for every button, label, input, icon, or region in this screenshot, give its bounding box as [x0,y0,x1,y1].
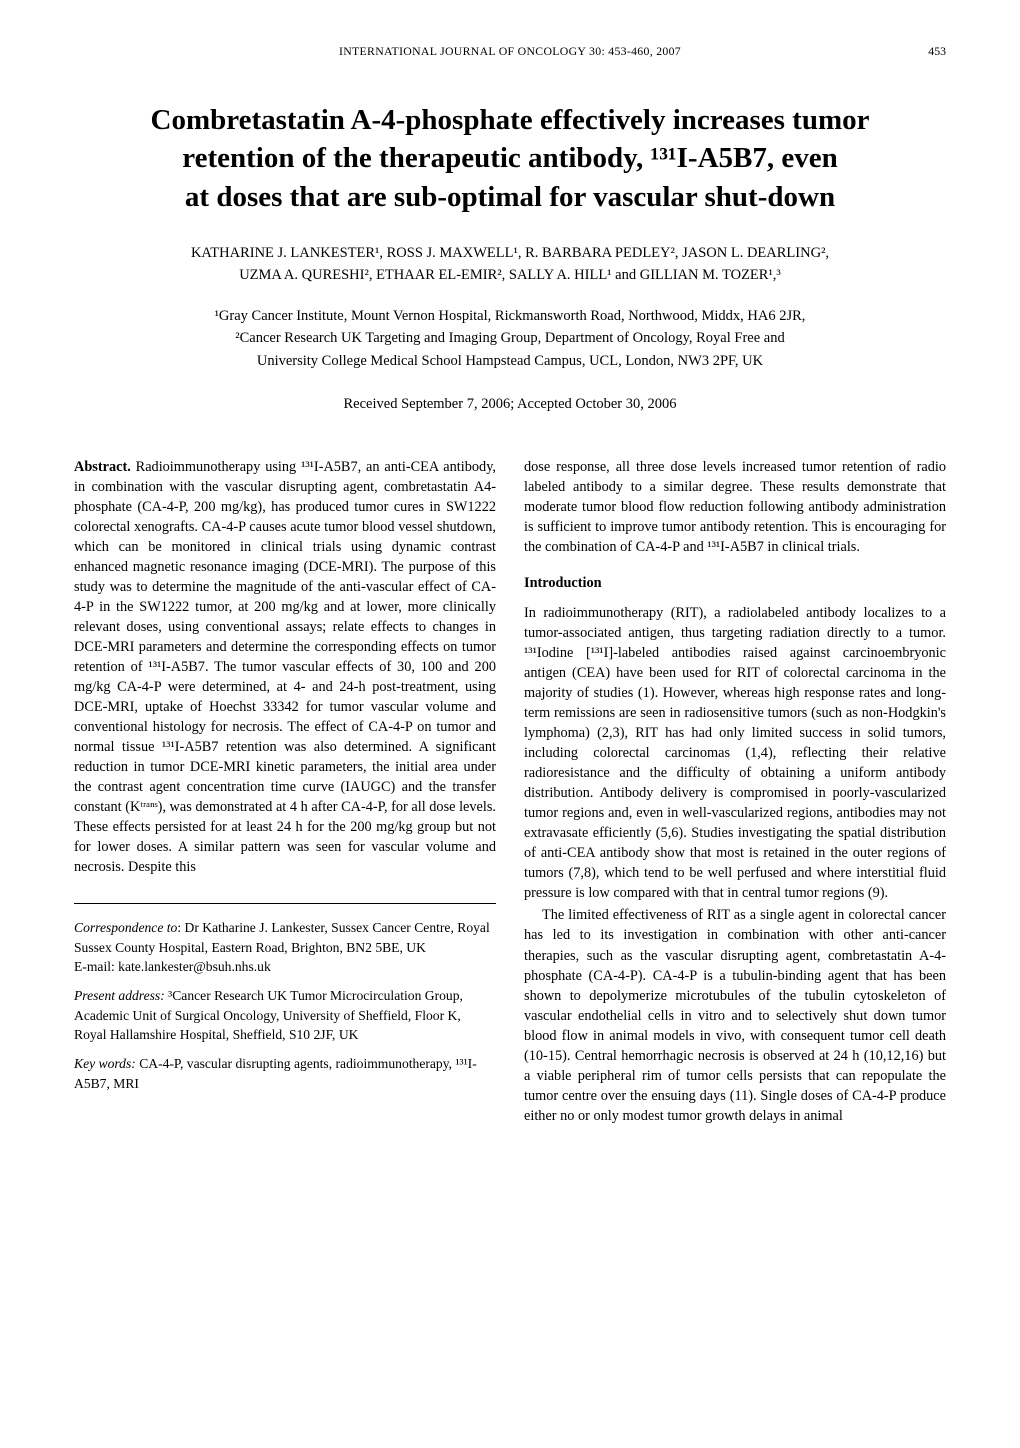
correspondence-label: Correspondence to [74,920,177,935]
page-number: 453 [928,44,946,59]
introduction-heading: Introduction [524,573,946,593]
correspondence: Correspondence to: Dr Katharine J. Lanke… [74,918,496,976]
abstract-continued: dose response, all three dose levels inc… [524,457,946,557]
article-dates: Received September 7, 2006; Accepted Oct… [74,396,946,413]
authors-line-2: UZMA A. QURESHI², ETHAAR EL-EMIR², SALLY… [74,264,946,286]
present-address: Present address: ³Cancer Research UK Tum… [74,986,496,1044]
title-line-1: Combretastatin A-4-phosphate effectively… [100,101,920,139]
affiliation-1: ¹Gray Cancer Institute, Mount Vernon Hos… [74,305,946,327]
keywords-label: Key words: [74,1056,136,1071]
correspondence-email: E-mail: kate.lankester@bsuh.nhs.uk [74,957,496,976]
title-line-3: at doses that are sub-optimal for vascul… [100,178,920,216]
correspondence-block: Correspondence to: Dr Katharine J. Lanke… [74,918,496,1092]
author-list: KATHARINE J. LANKESTER¹, ROSS J. MAXWELL… [74,242,946,287]
present-address-label: Present address: [74,988,165,1003]
right-column: dose response, all three dose levels inc… [524,457,946,1126]
running-head: INTERNATIONAL JOURNAL OF ONCOLOGY 30: 45… [74,44,946,59]
intro-paragraph-1: In radioimmunotherapy (RIT), a radiolabe… [524,603,946,903]
article-title: Combretastatin A-4-phosphate effectively… [100,101,920,216]
affiliation-2: ²Cancer Research UK Targeting and Imagin… [74,327,946,349]
two-column-body: Abstract. Radioimmunotherapy using ¹³¹I-… [74,457,946,1126]
intro-paragraph-2: The limited effectiveness of RIT as a si… [524,905,946,1125]
abstract-paragraph: Abstract. Radioimmunotherapy using ¹³¹I-… [74,457,496,877]
keywords: Key words: CA-4-P, vascular disrupting a… [74,1054,496,1093]
abstract-text: Radioimmunotherapy using ¹³¹I-A5B7, an a… [74,459,496,875]
authors-line-1: KATHARINE J. LANKESTER¹, ROSS J. MAXWELL… [74,242,946,264]
footer-rule [74,903,496,904]
title-line-2: retention of the therapeutic antibody, ¹… [100,139,920,177]
abstract-label: Abstract. [74,459,131,475]
affiliations: ¹Gray Cancer Institute, Mount Vernon Hos… [74,305,946,372]
affiliation-3: University College Medical School Hampst… [74,350,946,372]
left-column: Abstract. Radioimmunotherapy using ¹³¹I-… [74,457,496,1126]
